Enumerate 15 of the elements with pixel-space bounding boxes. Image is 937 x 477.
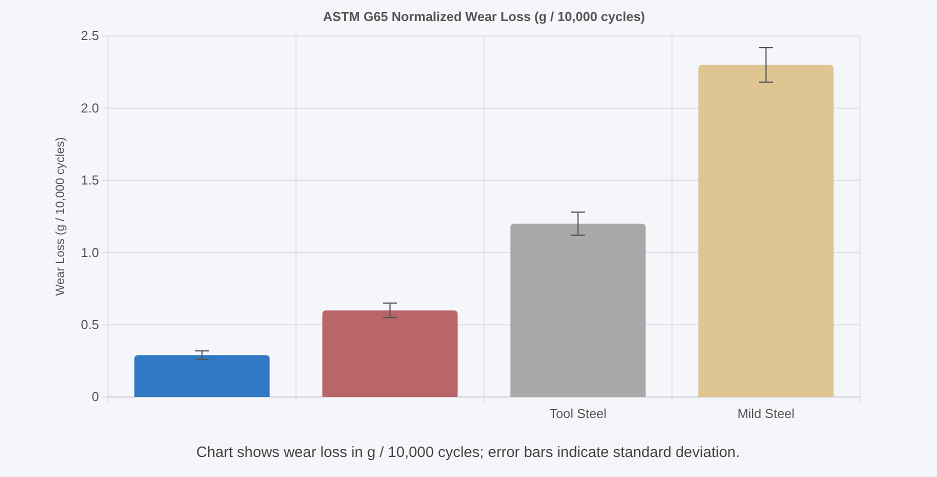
y-tick-label: 0: [92, 389, 99, 404]
bar: [510, 224, 646, 397]
y-tick-label: 1.0: [80, 244, 99, 260]
y-tick-label: 2.5: [80, 28, 99, 44]
y-tick-label: 1.5: [80, 172, 99, 188]
text: Chart shows wear loss in g / 10,000 cycles; error bars indicate standard deviation.: [196, 444, 740, 461]
x-tick-label: Tool Steel: [549, 406, 607, 422]
bar: [322, 310, 458, 397]
chart-title: ASTM G65 Normalized Wear Loss (g / 10,000 cycles): [323, 9, 645, 24]
x-tick-label: Mild Steel: [737, 406, 795, 422]
y-tick-label: 2.0: [80, 100, 99, 116]
bar: [698, 64, 834, 397]
y-tick-label: 0.5: [80, 316, 99, 332]
bar: [134, 355, 270, 397]
y-axis-title: Wear Loss (g / 10,000 cycles): [53, 137, 67, 296]
